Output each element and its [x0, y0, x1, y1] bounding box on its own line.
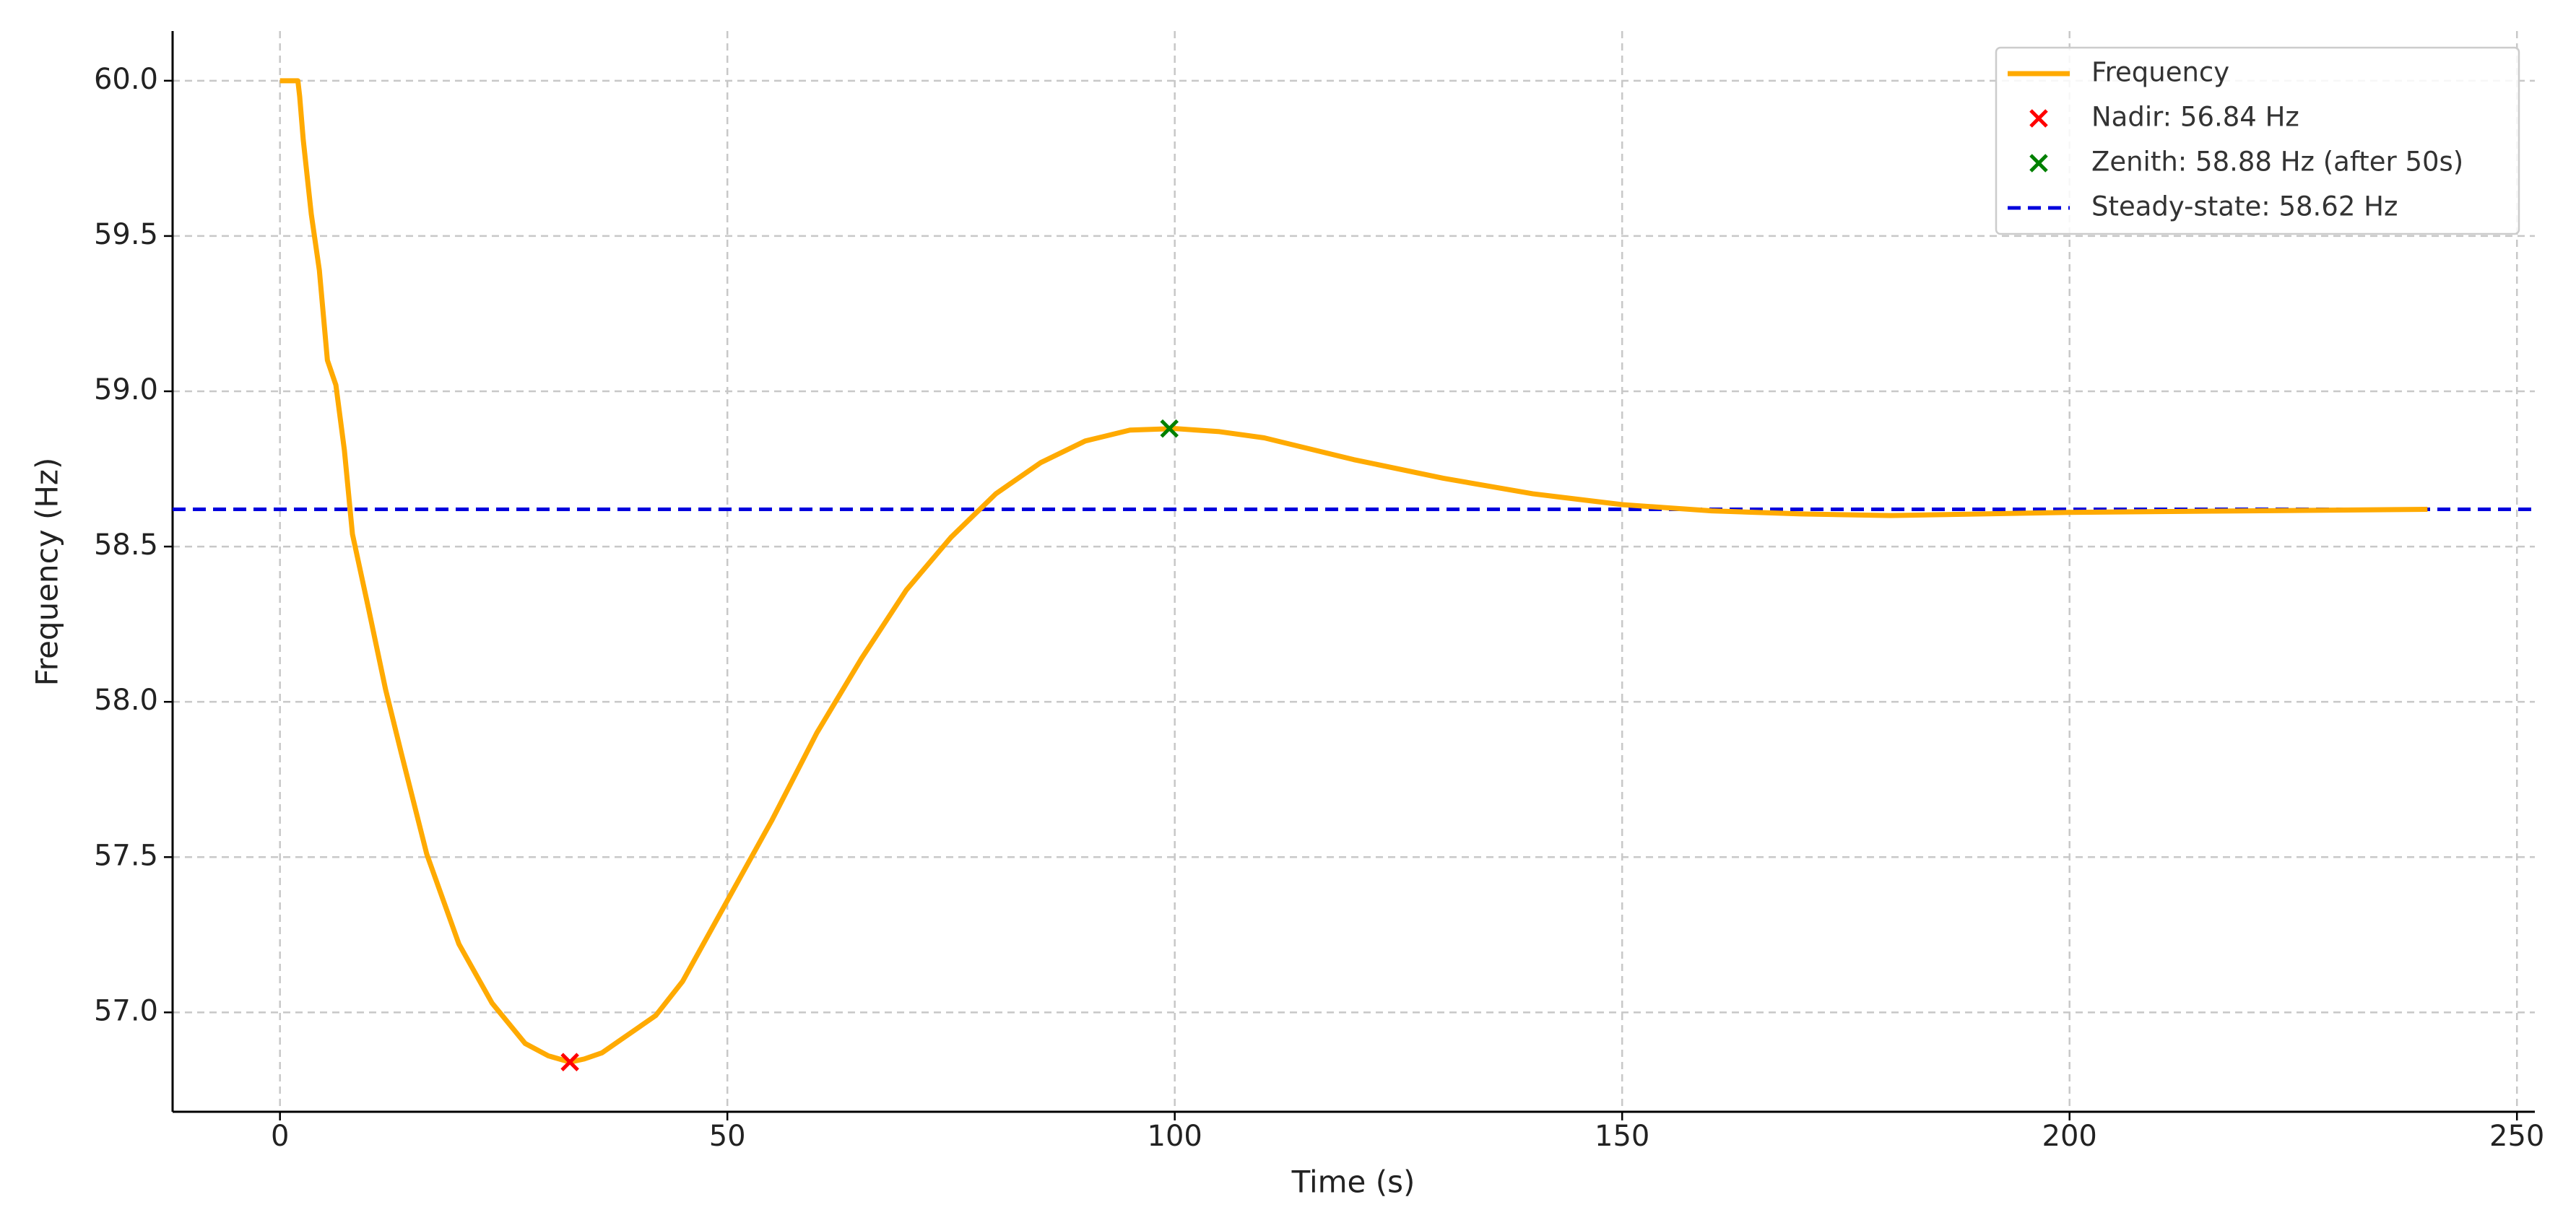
y-tick-label: 58.0 [94, 684, 158, 717]
legend-label: Steady-state: 58.62 Hz [2091, 191, 2398, 222]
x-tick-label: 0 [271, 1120, 289, 1153]
y-tick-label: 60.0 [94, 63, 158, 96]
x-tick-label: 250 [2489, 1120, 2544, 1153]
y-axis-label: Frequency (Hz) [30, 458, 65, 687]
y-tick-label: 57.0 [94, 994, 158, 1027]
legend-label: Frequency [2091, 57, 2229, 88]
x-tick-label: 150 [1595, 1120, 1649, 1153]
frequency-line [279, 78, 2428, 1065]
y-tick-label: 58.5 [94, 528, 158, 562]
legend-swatch [2029, 109, 2048, 128]
marker [560, 1053, 579, 1071]
legend-swatch [2029, 154, 2048, 173]
legend-label: Zenith: 58.88 Hz (after 50s) [2091, 147, 2463, 178]
y-tick-label: 59.0 [94, 373, 158, 406]
y-tick-label: 57.5 [94, 839, 158, 872]
x-tick-label: 50 [709, 1120, 746, 1153]
legend-box [1995, 46, 2520, 235]
x-axis-label: Time (s) [1291, 1164, 1415, 1200]
x-tick-label: 200 [2042, 1120, 2097, 1153]
x-tick-label: 100 [1148, 1120, 1202, 1153]
y-tick-label: 59.5 [94, 218, 158, 251]
legend-label: Nadir: 56.84 Hz [2091, 102, 2299, 133]
marker [1160, 419, 1179, 438]
